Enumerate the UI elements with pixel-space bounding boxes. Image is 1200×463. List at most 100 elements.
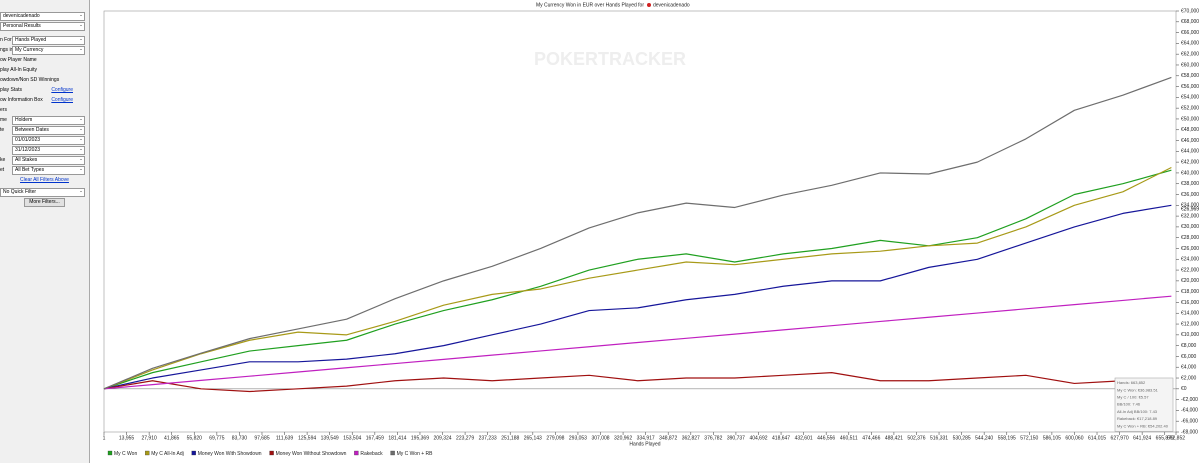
legend-label: Money Won Without Showdown — [276, 451, 347, 457]
legend-swatch — [354, 450, 359, 456]
y-tick-label: -€6,000 — [1181, 419, 1198, 425]
graph-for-select[interactable]: Hands Played — [12, 35, 85, 45]
y-tick-label: €40,000 — [1181, 170, 1199, 176]
y-tick-label: €52,000 — [1181, 105, 1199, 111]
x-tick-label: 111,639 — [276, 435, 294, 441]
x-tick-label: 27,910 — [141, 435, 157, 441]
date-to[interactable]: 31/12/2023 — [12, 145, 85, 155]
x-tick-label: 614,015 — [1088, 435, 1106, 441]
bet-select[interactable]: All Bet Types — [12, 165, 85, 175]
legend-swatch — [107, 450, 113, 456]
y-tick-label: €24,000 — [1181, 257, 1199, 263]
link[interactable]: Configure — [51, 87, 73, 94]
chart: POKERTRACKER My Currency Won in EUR over… — [90, 0, 1200, 463]
y-tick-label: €60,000 — [1181, 62, 1199, 68]
clear-filters[interactable]: Clear All Filters Above — [20, 177, 69, 184]
series-line — [103, 76, 1172, 390]
legend-item: Money Won Without Showdown — [269, 451, 347, 457]
x-tick-label: 265,143 — [524, 435, 542, 441]
y-tick-label: €38,000 — [1181, 181, 1199, 187]
info-line: My C Won: €36,983.51 — [1117, 387, 1159, 392]
series-line — [103, 372, 1172, 393]
quick-filter[interactable]: No Quick Filter — [0, 188, 85, 198]
legend-swatch — [191, 450, 196, 456]
chart-bg — [90, 0, 1200, 463]
y-tick-label: €64,000 — [1181, 41, 1199, 47]
x-tick-label: 404,692 — [749, 435, 767, 441]
option[interactable]: owdown/Non SD Winnings — [0, 77, 60, 84]
info-line: All-In Adj BB/100: 7.43 — [1117, 409, 1158, 414]
plot-frame — [103, 10, 1177, 433]
x-tick-label: 334,917 — [637, 435, 655, 441]
game-select[interactable]: Holdem — [12, 115, 85, 125]
x-tick-label: 237,233 — [479, 435, 497, 441]
label: ngs in: — [0, 47, 15, 54]
y-tick-label: €34,000 — [1181, 203, 1199, 209]
x-tick-label: 1 — [103, 435, 106, 441]
player-select[interactable]: devenicadenado — [0, 12, 85, 22]
y-tick-label: €22,000 — [1181, 267, 1199, 273]
x-tick-label: 153,504 — [343, 435, 361, 441]
series-line — [103, 169, 1172, 390]
stakes-select[interactable]: All Stakes — [12, 155, 85, 165]
section-label: ers — [0, 107, 7, 114]
legend-item: My C All-In Adj — [145, 451, 184, 457]
x-tick-label: 586,105 — [1043, 435, 1061, 441]
x-tick-label: 502,376 — [907, 435, 925, 441]
label: me — [0, 117, 7, 124]
legend-item: Rakeback — [354, 451, 383, 457]
x-tick-label: 125,594 — [298, 435, 316, 441]
date-from[interactable]: 01/01/2023 — [12, 135, 85, 145]
sidebar: devenicadenado Personal Results n For: Ha… — [0, 0, 90, 463]
info-line: Rakeback: €17,218.89 — [1117, 416, 1158, 421]
x-tick-label: 307,008 — [591, 435, 609, 441]
x-tick-label: 139,549 — [321, 435, 339, 441]
link[interactable]: Configure — [51, 97, 73, 104]
x-tick-label: 655,879 — [1156, 435, 1174, 441]
x-tick-label: 55,820 — [187, 435, 203, 441]
option[interactable]: ow Information Box — [0, 97, 43, 104]
x-axis-title: Hands Played — [629, 441, 660, 447]
y-tick-label: €28,000 — [1181, 235, 1199, 241]
x-tick-label: 69,775 — [209, 435, 225, 441]
x-tick-label: 662,852 — [1167, 435, 1185, 441]
view-select[interactable]: Personal Results — [0, 22, 85, 32]
info-line: My C Won + RB: €54,202.40 — [1117, 423, 1169, 428]
series-line — [103, 295, 1172, 390]
earnings-select[interactable]: My Currency — [12, 45, 85, 55]
option[interactable]: ow Player Name — [0, 57, 37, 64]
info-line: My C / 100: €5.57 — [1117, 394, 1149, 399]
x-tick-label: 558,195 — [998, 435, 1016, 441]
option[interactable]: play All-In Equity — [0, 67, 37, 74]
y-tick-label: €50,000 — [1181, 116, 1199, 122]
y-tick-label: €26,000 — [1181, 246, 1199, 252]
x-tick-label: 390,737 — [727, 435, 745, 441]
x-tick-label: 474,466 — [862, 435, 880, 441]
option[interactable]: play Stats — [0, 87, 22, 94]
y-tick-label: €12,000 — [1181, 321, 1199, 327]
y-tick-label: €70,000 — [1181, 8, 1199, 14]
x-tick-label: 544,240 — [975, 435, 993, 441]
x-tick-label: 488,421 — [885, 435, 903, 441]
x-tick-label: 167,459 — [366, 435, 384, 441]
x-tick-label: 600,060 — [1065, 435, 1083, 441]
x-tick-label: 432,601 — [795, 435, 813, 441]
y-tick-label: €30,000 — [1181, 224, 1199, 230]
legend-item: Money Won With Showdown — [191, 450, 262, 457]
legend-swatch — [390, 450, 395, 456]
x-tick-label: 362,827 — [682, 435, 700, 441]
x-tick-label: 223,279 — [456, 435, 474, 441]
chart-player: devenicadenado — [653, 2, 690, 8]
x-tick-label: 460,511 — [840, 435, 858, 441]
x-tick-label: 279,098 — [546, 435, 564, 441]
x-tick-label: 209,324 — [433, 435, 451, 441]
y-tick-label: €4,000 — [1181, 365, 1197, 371]
more-filters[interactable]: More Filters... — [24, 198, 65, 208]
y-tick-label: €6,000 — [1181, 354, 1197, 360]
info-box — [1114, 377, 1174, 432]
y-tick-label: €8,000 — [1181, 343, 1197, 349]
x-tick-label: 97,685 — [254, 435, 270, 441]
date-select[interactable]: Between Dates — [12, 125, 85, 135]
y-tick-label: -€8,000 — [1181, 429, 1198, 435]
